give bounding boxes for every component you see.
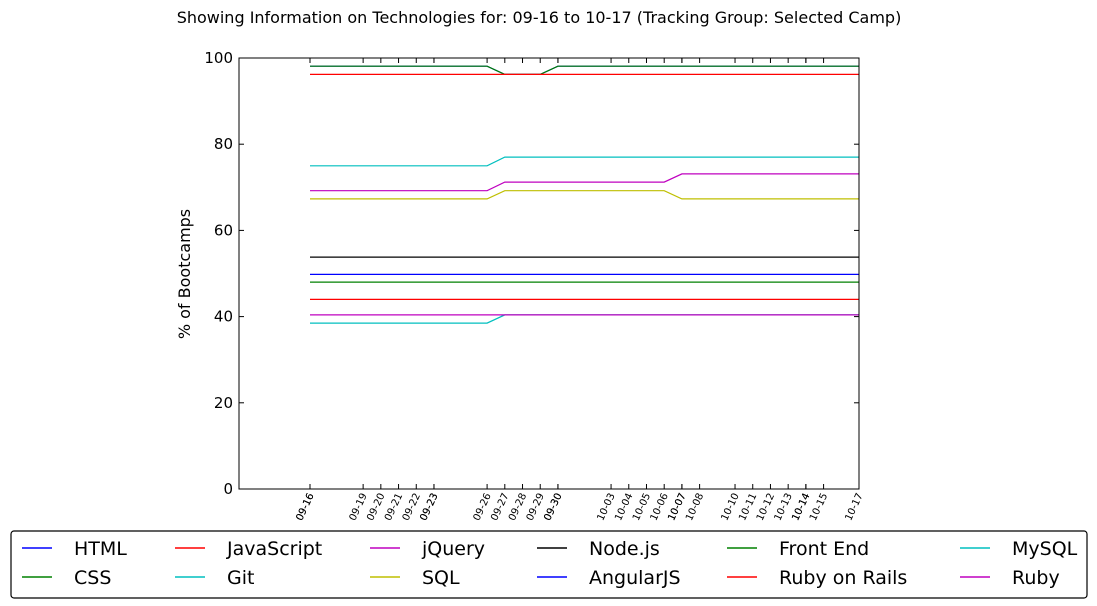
series-line-git bbox=[310, 156, 859, 167]
plot-area bbox=[239, 58, 859, 489]
y-tick-label: 60 bbox=[214, 221, 233, 239]
y-tick-label: 20 bbox=[214, 394, 233, 412]
series-layer bbox=[310, 65, 859, 324]
series-line-front-end bbox=[310, 65, 859, 76]
y-tick-label: 80 bbox=[214, 135, 233, 153]
legend-label: Front End bbox=[779, 538, 869, 560]
legend-frame bbox=[10, 530, 1088, 599]
legend-label: Node.js bbox=[589, 538, 660, 560]
chart-title: Showing Information on Technologies for:… bbox=[177, 8, 902, 27]
legend-label: CSS bbox=[74, 567, 111, 589]
y-tick-label: 0 bbox=[223, 480, 233, 498]
legend-label: Git bbox=[227, 567, 254, 589]
legend-label: jQuery bbox=[421, 538, 485, 560]
legend-label: Ruby bbox=[1012, 567, 1060, 589]
x-tick-label: 09-16 bbox=[294, 492, 316, 523]
y-tick-label: 100 bbox=[204, 49, 233, 67]
series-line-jquery bbox=[310, 173, 859, 192]
legend-label: MySQL bbox=[1012, 538, 1078, 560]
y-axis-label: % of Bootcamps bbox=[175, 209, 194, 339]
legend-label: SQL bbox=[422, 567, 460, 589]
legend-label: AngularJS bbox=[589, 567, 681, 589]
legend: HTML CSS JavaScript Git jQuery SQL Node.js Angu… bbox=[10, 530, 1088, 599]
legend-label: JavaScript bbox=[226, 538, 322, 560]
series-line-sql bbox=[310, 190, 859, 200]
legend-label: Ruby on Rails bbox=[779, 567, 907, 589]
y-tick-label: 40 bbox=[214, 308, 233, 326]
plot-frame bbox=[238, 57, 860, 490]
y-axis: 0 20 40 60 80 100 bbox=[204, 49, 859, 498]
legend-label: HTML bbox=[74, 538, 127, 560]
x-tick-label: 10-17 bbox=[843, 492, 865, 523]
